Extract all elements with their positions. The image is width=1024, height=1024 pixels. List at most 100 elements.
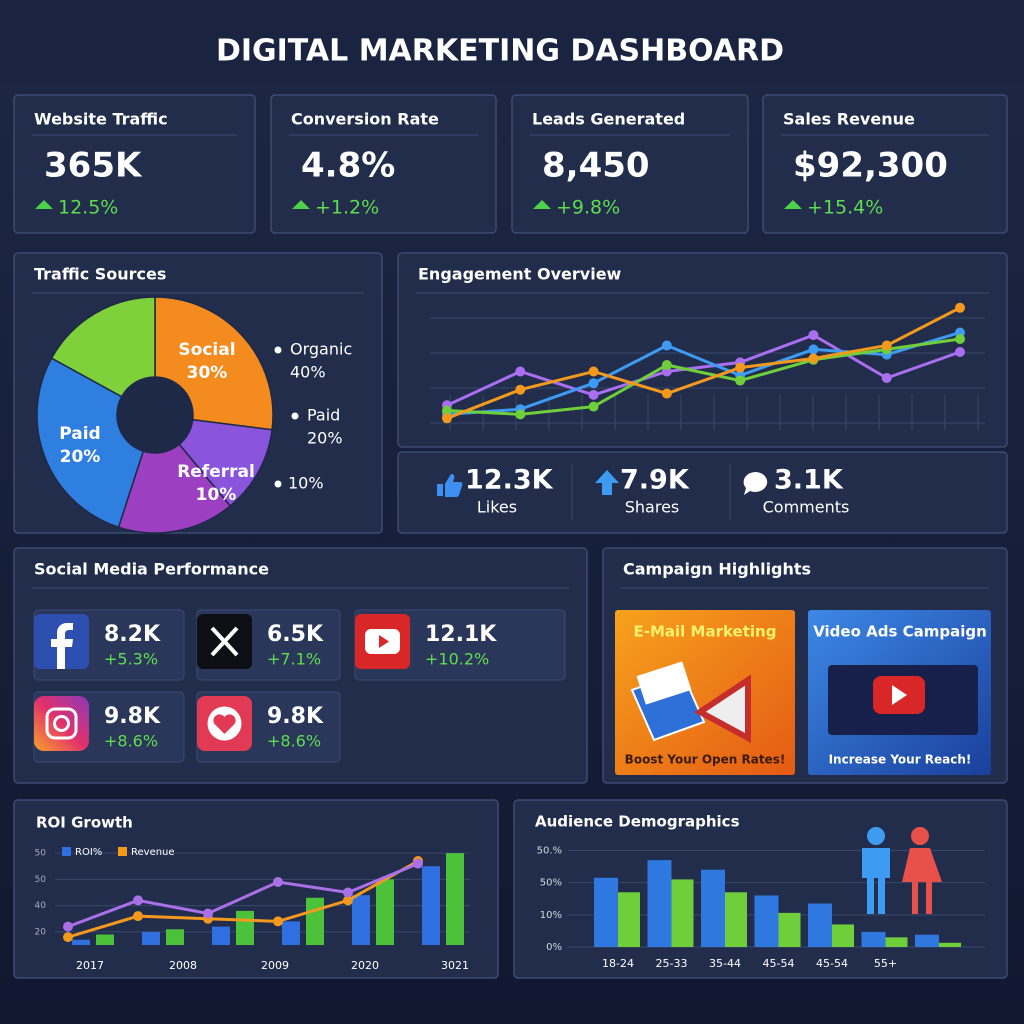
- kpi-label: Conversion Rate: [291, 110, 439, 129]
- line-point: [955, 347, 965, 357]
- outer-label: Paid: [307, 406, 340, 425]
- bar: [671, 879, 694, 947]
- kpi-value: $92,300: [793, 146, 948, 186]
- bar: [422, 866, 440, 945]
- donut-hole: [117, 377, 193, 453]
- line-point: [661, 388, 672, 399]
- x-tick-label: 2020: [351, 959, 379, 972]
- legend-label: ROI%: [75, 847, 102, 858]
- line-point: [588, 378, 599, 389]
- bar: [142, 931, 160, 945]
- instagram-lens: [53, 715, 70, 732]
- bar: [915, 934, 939, 947]
- line-point: [203, 908, 213, 919]
- like-icon: [437, 474, 463, 497]
- outer-value: 40%: [290, 363, 326, 382]
- line-series: [67, 862, 419, 929]
- social-change: +8.6%: [104, 732, 158, 751]
- kpi-change: 12.5%: [58, 197, 118, 219]
- social-value: 8.2K: [104, 622, 161, 647]
- kpi-value: 8,450: [542, 146, 650, 186]
- line-point: [808, 330, 819, 341]
- x-tick-label: 18-24: [602, 957, 634, 970]
- bar: [236, 910, 254, 945]
- line-point: [661, 340, 672, 351]
- x-tick-label: 2008: [169, 959, 197, 972]
- campaign-tagline: Boost Your Open Rates!: [625, 753, 786, 767]
- kpi-change: +1.2%: [315, 197, 379, 219]
- bar: [72, 939, 90, 945]
- line-point: [63, 921, 73, 932]
- kpi-card: [270, 94, 497, 234]
- slice-label: Paid: [59, 424, 100, 444]
- y-tick-label: 50.%: [537, 845, 562, 856]
- label-dot: [291, 412, 299, 420]
- panel-title: ROI Growth: [36, 814, 133, 832]
- line-point: [442, 413, 452, 424]
- y-tick-label: 0%: [546, 942, 562, 953]
- bar: [352, 895, 370, 945]
- slice-value: 10%: [196, 485, 237, 505]
- panel-title: Audience Demographics: [535, 813, 740, 831]
- bar: [306, 897, 324, 945]
- kpi-label: Sales Revenue: [783, 110, 915, 129]
- line-point: [413, 858, 423, 869]
- kpi-label: Website Traffic: [34, 110, 168, 129]
- outer-value: 20%: [307, 429, 343, 448]
- outer-value: 10%: [288, 474, 324, 493]
- bar: [647, 860, 672, 947]
- bar: [861, 931, 886, 947]
- bar: [939, 942, 961, 947]
- line-point: [661, 360, 672, 370]
- bar: [96, 934, 114, 945]
- panel-title: Campaign Highlights: [623, 560, 811, 579]
- legend-swatch: [118, 847, 127, 856]
- instagram-frame: [45, 707, 78, 740]
- social-change: +7.1%: [267, 650, 321, 669]
- y-tick-label: 40: [35, 901, 47, 911]
- line-point: [808, 353, 819, 364]
- header-bar: [0, 0, 1024, 82]
- kpi-value: 4.8%: [301, 146, 395, 186]
- line-point: [515, 366, 526, 377]
- y-tick-label: 20: [35, 927, 47, 937]
- kpi-change: +15.4%: [807, 197, 883, 219]
- bar: [808, 903, 832, 947]
- kpi-card: [13, 94, 256, 234]
- comment-icon: [743, 471, 768, 495]
- line-point: [588, 401, 599, 412]
- line-series: [67, 859, 419, 939]
- line-point: [515, 409, 526, 420]
- line-point: [735, 362, 746, 373]
- panel-title: Engagement Overview: [418, 265, 622, 284]
- bar: [754, 895, 779, 947]
- bar: [725, 892, 747, 947]
- y-tick-label: 50: [35, 875, 47, 885]
- bar: [832, 924, 854, 947]
- bar: [618, 892, 640, 947]
- line-point: [588, 389, 599, 400]
- legend-swatch: [62, 847, 71, 856]
- y-tick-label: 10%: [540, 910, 562, 921]
- line-series: [446, 333, 961, 407]
- up-arrow: [533, 200, 551, 209]
- line-point: [63, 932, 73, 943]
- bar: [701, 869, 725, 947]
- female-head: [911, 827, 929, 845]
- male-body: [862, 848, 890, 914]
- bar: [282, 921, 300, 945]
- line-series: [446, 306, 961, 420]
- x-tick-label: 25-33: [656, 957, 688, 970]
- x-tick-label: 45-54: [763, 957, 795, 970]
- stats-panel: [397, 451, 1008, 534]
- up-arrow: [292, 200, 310, 209]
- bar: [212, 926, 230, 945]
- letter: [636, 661, 692, 705]
- male-head: [867, 827, 885, 845]
- line-series: [446, 337, 961, 416]
- line-point: [735, 375, 746, 386]
- x-glyph: [210, 626, 239, 657]
- line-point: [515, 384, 526, 395]
- social-change: +10.2%: [425, 650, 489, 669]
